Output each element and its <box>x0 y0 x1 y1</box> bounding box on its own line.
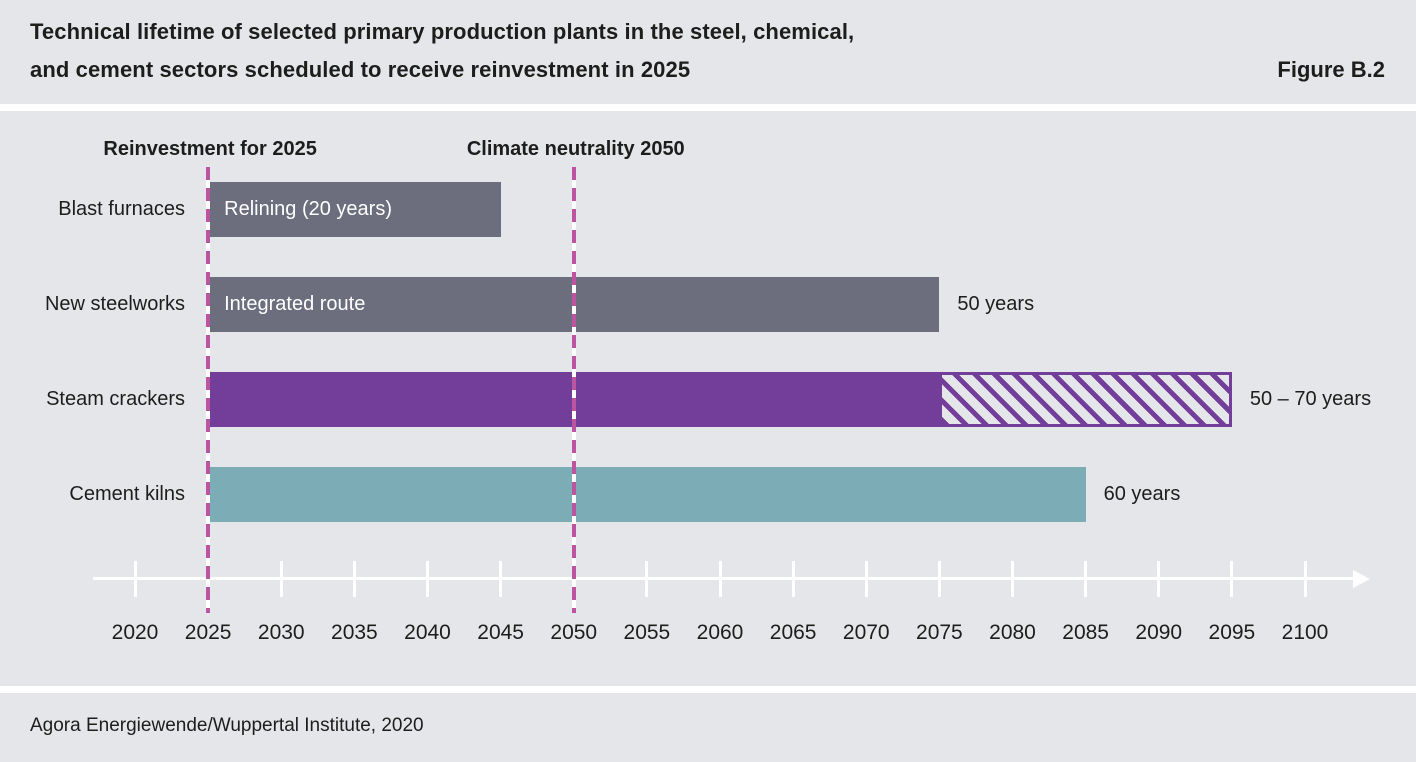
figure-number-label: Figure B.2 <box>1277 57 1385 82</box>
source-attribution: Agora Energiewende/Wuppertal Institute, … <box>30 715 424 736</box>
axis-year-label-2075: 2075 <box>916 621 963 644</box>
dashed-line-2025 <box>206 167 211 613</box>
row-label-blast-furnaces: Blast furnaces <box>58 198 185 220</box>
axis-year-label-2040: 2040 <box>404 621 451 644</box>
axis-tick-2100 <box>1303 561 1307 597</box>
axis-year-label-2065: 2065 <box>769 621 817 644</box>
bar-inner-label-new-steelworks: Integrated route <box>224 293 366 315</box>
axis-tick-2055 <box>645 561 649 597</box>
axis-year-label-2055: 2055 <box>623 621 671 644</box>
axis-tick-2070 <box>864 561 868 597</box>
axis-year-label-2030: 2030 <box>257 621 305 644</box>
chart-title-line2: and cement sectors scheduled to receive … <box>30 57 691 82</box>
axis-year-label-2060: 2060 <box>696 621 744 644</box>
axis-tick-2045 <box>499 561 503 597</box>
axis-year-label-2095: 2095 <box>1208 621 1256 644</box>
chart-title: Technical lifetime of selected primary p… <box>30 13 854 89</box>
axis-year-label-2090: 2090 <box>1135 621 1183 644</box>
axis-tick-2040 <box>426 561 429 597</box>
axis-tick-2095 <box>1230 561 1234 597</box>
annotation-label-2050: Climate neutrality 2050 <box>466 138 685 160</box>
footer-band: Agora Energiewende/Wuppertal Institute, … <box>0 693 1416 762</box>
axis-year-label-2080: 2080 <box>989 621 1036 644</box>
axis-tick-2065 <box>791 561 795 597</box>
row-label-new-steelworks: New steelworks <box>44 293 185 315</box>
bar-cement-kilns <box>208 467 1086 522</box>
bar-value-label-new-steelworks: 50 years <box>957 293 1035 315</box>
bar-value-label-cement-kilns: 60 years <box>1103 483 1181 505</box>
axis-tick-2085 <box>1084 561 1088 597</box>
bar-inner-label-blast-furnaces: Relining (20 years) <box>224 198 392 220</box>
axis-tick-2080 <box>1011 561 1014 597</box>
x-axis-line <box>93 577 1353 580</box>
row-label-cement-kilns: Cement kilns <box>69 483 185 505</box>
axis-year-label-2070: 2070 <box>842 621 890 644</box>
dashed-line-2050 <box>571 167 576 613</box>
bar-value-label-steam-crackers: 50 – 70 years <box>1249 388 1372 410</box>
axis-year-label-2025: 2025 <box>184 621 232 644</box>
axis-tick-2035 <box>352 561 356 597</box>
axis-year-label-2045: 2045 <box>477 621 524 644</box>
row-label-steam-crackers: Steam crackers <box>46 388 185 410</box>
chart-title-line1: Technical lifetime of selected primary p… <box>30 19 855 44</box>
bar-hatch-steam-crackers <box>939 372 1232 427</box>
axis-year-label-2100: 2100 <box>1281 621 1329 644</box>
x-axis-arrowhead <box>1353 569 1370 588</box>
axis-tick-2075 <box>937 561 941 597</box>
axis-tick-2020 <box>133 561 137 597</box>
axis-year-label-2085: 2085 <box>1062 621 1109 644</box>
annotation-label-2025: Reinvestment for 2025 <box>103 138 317 160</box>
axis-year-label-2035: 2035 <box>331 621 378 644</box>
axis-tick-2090 <box>1157 561 1161 597</box>
axis-year-label-2050: 2050 <box>550 621 598 644</box>
axis-year-label-2020: 2020 <box>111 621 159 644</box>
axis-tick-2030 <box>279 561 283 597</box>
header-band: Technical lifetime of selected primary p… <box>0 0 1416 104</box>
axis-tick-2060 <box>718 561 722 597</box>
bar-blast-furnaces: Relining (20 years) <box>208 182 501 237</box>
